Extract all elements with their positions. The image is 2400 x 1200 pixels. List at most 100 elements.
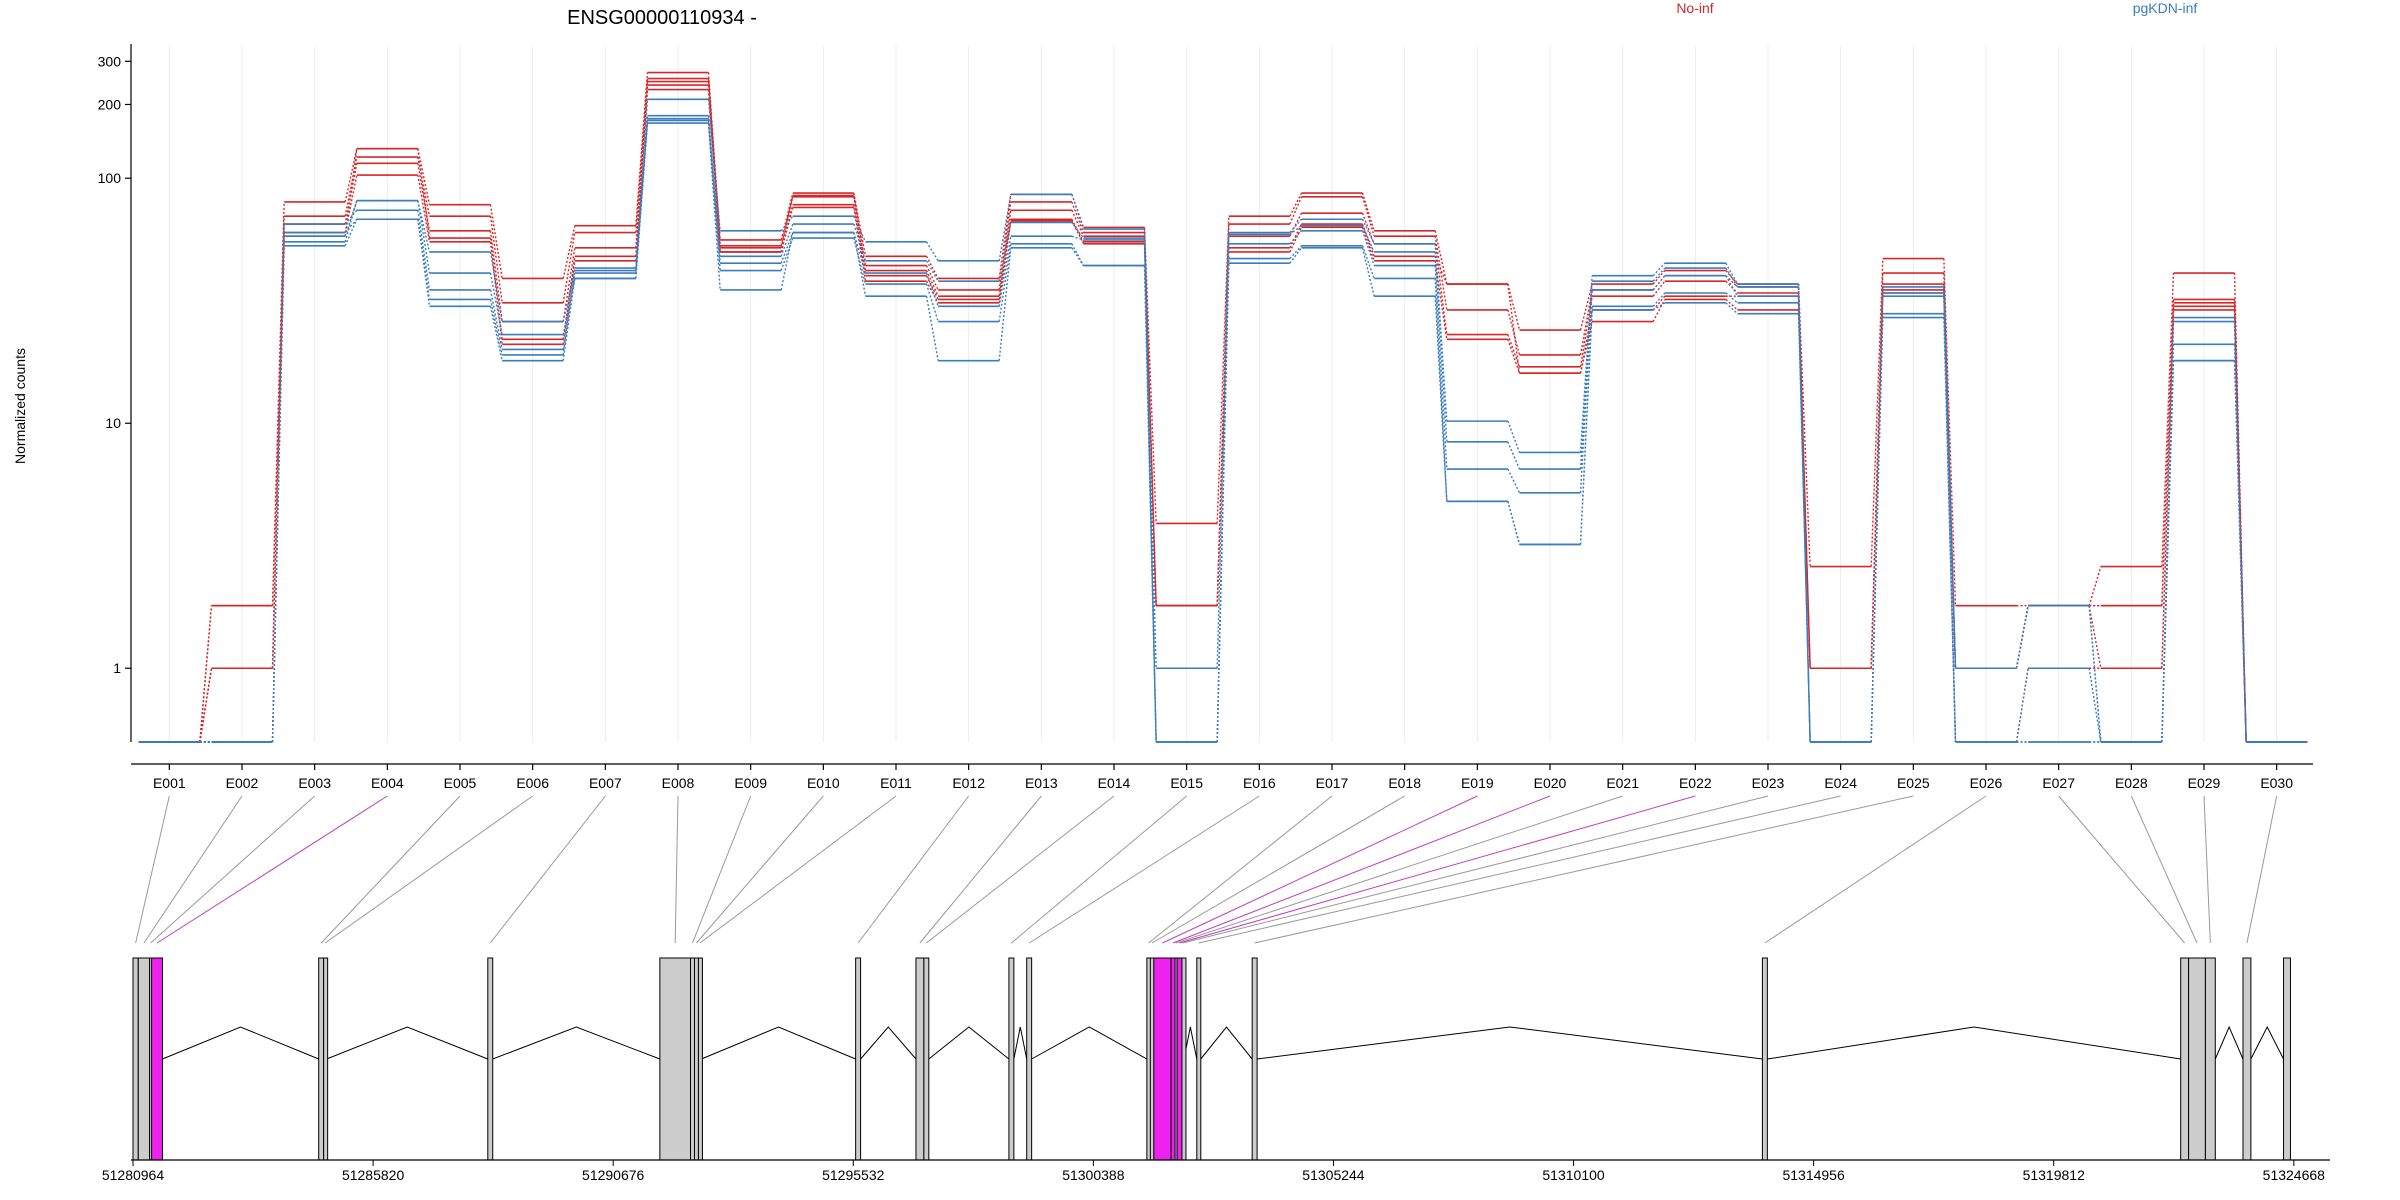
exon-transition (1434, 243, 1448, 335)
x-tick-label-e021: E021 (1606, 775, 1639, 791)
coord-tick-label: 51300388 (1062, 1167, 1125, 1183)
exon-transition (417, 210, 431, 291)
exon-transition (1579, 289, 1593, 493)
exon-transition (562, 225, 576, 279)
exon-transition (707, 115, 721, 257)
exon-transition (1797, 283, 1811, 567)
exon-transition (1507, 468, 1521, 494)
exon-transition (998, 243, 1012, 322)
exon-transition (1289, 227, 1303, 253)
exon-transition (2161, 344, 2175, 743)
exon-transition (998, 194, 1012, 261)
connector-e029 (2203, 795, 2211, 944)
intron-line (701, 1026, 856, 1060)
x-tick-label-e020: E020 (1534, 775, 1567, 791)
exon-box-e014 (923, 957, 930, 1161)
exon-transition (635, 122, 649, 279)
exon-transition (635, 85, 649, 257)
x-tick-label-e023: E023 (1752, 775, 1785, 791)
exon-transition (925, 272, 939, 307)
exon-transition (1943, 286, 1957, 669)
chart-title: ENSG00000110934 - (567, 7, 757, 29)
exon-transition (1216, 216, 1230, 524)
x-tick-label-e001: E001 (153, 775, 186, 791)
exon-transition (1579, 321, 1593, 374)
exon-box-e030 (2242, 957, 2252, 1161)
exon-transition (489, 272, 503, 335)
coord-tick-label: 51295532 (822, 1167, 885, 1183)
intron-line (860, 1026, 917, 1060)
connector-e022 (1179, 795, 1696, 944)
exon-box-e022 (1176, 957, 1183, 1161)
exon-box-e005 (318, 957, 325, 1161)
exon-transition (707, 118, 721, 264)
x-tick-label-e002: E002 (226, 775, 259, 791)
exon-transition (1361, 225, 1375, 253)
exon-transition (344, 200, 358, 243)
x-tick-label-e009: E009 (734, 775, 767, 791)
x-tick-label-e011: E011 (880, 775, 912, 791)
exon-transition (1289, 212, 1303, 237)
exon-transition (1652, 280, 1666, 297)
exon-box-e015 (1008, 957, 1015, 1161)
exon-transition (417, 148, 431, 239)
series-line-no-inf-1 (138, 71, 2308, 743)
exon-transition (1870, 317, 1884, 743)
exon-transition (1725, 292, 1738, 304)
exon-box-e007 (487, 957, 494, 1161)
exon-transition (2088, 566, 2102, 606)
connector-e015 (1011, 795, 1187, 944)
exon-transition (1943, 292, 1957, 669)
exon-transition (1361, 218, 1375, 245)
exon-transition (635, 89, 649, 261)
exon-transition (2233, 360, 2247, 743)
exon-transition (562, 267, 576, 356)
connector-e006 (324, 795, 533, 944)
exon-transition (417, 174, 431, 242)
exon-box-e029 (2204, 957, 2216, 1161)
exon-transition (1870, 258, 1884, 567)
exon-transition (1071, 222, 1085, 239)
connector-e005 (320, 795, 461, 944)
x-axis: E001 E002 E003 E004 E005 E006 E007 E008 E009 E010… (131, 763, 2313, 791)
exon-transition (1289, 230, 1303, 245)
exon-transition (925, 275, 939, 300)
exon-transition (1071, 220, 1085, 245)
connector-e021 (1175, 795, 1623, 944)
exon-transition (199, 668, 213, 743)
x-tick-label-e013: E013 (1025, 775, 1058, 791)
exon-transition (2161, 302, 2175, 606)
exon-transition (1579, 289, 1593, 356)
coord-tick-label: 51319812 (2023, 1167, 2086, 1183)
exon-transition (1361, 192, 1375, 232)
exon-transition (1507, 420, 1521, 453)
exon-transition (1507, 501, 1521, 545)
legend-label-no-inf: No-inf (1676, 0, 1713, 16)
exon-box-e012 (855, 957, 862, 1161)
gene-model (132, 957, 2291, 1161)
x-tick-label-e014: E014 (1098, 775, 1131, 791)
exon-box-e016 (1026, 957, 1033, 1161)
exon-transition (853, 232, 867, 297)
x-tick-label-e008: E008 (662, 775, 695, 791)
exon-transition (1361, 245, 1375, 279)
y-tick-label: 200 (98, 96, 122, 112)
exon-transition (1507, 339, 1521, 374)
exon-transition (925, 283, 939, 322)
exon-transition (2161, 273, 2175, 567)
connector-e014 (926, 795, 1115, 944)
exon-transition (1289, 247, 1303, 264)
exon-transition (562, 270, 576, 322)
intron-line (928, 1026, 1010, 1060)
coord-tick-label: 51290676 (582, 1167, 645, 1183)
coord-tick-label: 51310100 (1542, 1167, 1605, 1183)
exon-box-e006 (323, 957, 329, 1161)
exon-transition (1434, 278, 1448, 502)
exon-transition (2088, 668, 2102, 743)
x-tick-label-e007: E007 (589, 775, 622, 791)
intron-line (2214, 1025, 2244, 1060)
x-tick-label-e018: E018 (1388, 775, 1421, 791)
exon-transition (417, 163, 431, 231)
exon-transition (780, 232, 794, 264)
